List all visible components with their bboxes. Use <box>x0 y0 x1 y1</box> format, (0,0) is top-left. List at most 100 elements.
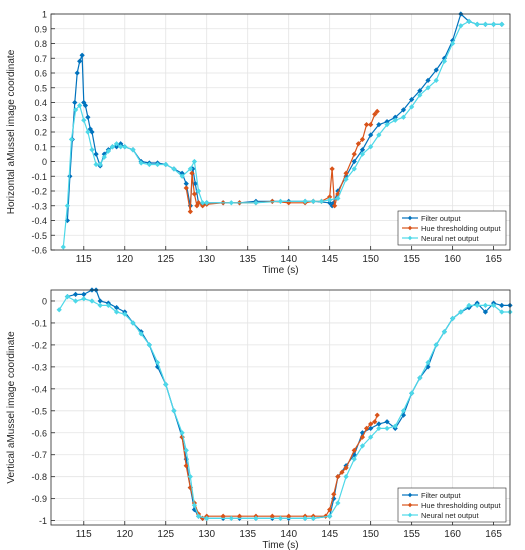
data-point <box>351 166 357 172</box>
data-point <box>417 92 423 98</box>
data-point <box>458 309 464 315</box>
data-point <box>425 359 431 366</box>
data-point <box>118 144 124 150</box>
data-point <box>355 141 361 147</box>
y-tick-label: 0.4 <box>34 98 47 108</box>
y-tick-label: -0.7 <box>31 450 47 460</box>
data-point <box>228 200 234 206</box>
data-point <box>450 315 456 322</box>
data-point <box>79 52 85 58</box>
data-point <box>82 102 89 109</box>
data-point <box>392 423 398 429</box>
data-point <box>343 170 349 176</box>
data-point <box>154 359 161 366</box>
series-neural-net-output <box>56 293 513 522</box>
data-point <box>359 434 366 440</box>
data-point <box>441 58 448 64</box>
chart-panel-1: 115 120 125 130 135 140 145 150 155 160 165 -0.6 -0.… <box>6 10 511 276</box>
data-point <box>310 515 316 522</box>
data-point <box>490 21 497 27</box>
legend-marker <box>407 502 413 508</box>
data-point <box>339 469 345 475</box>
data-point <box>433 67 439 73</box>
x-tick-label: 130 <box>198 529 215 540</box>
data-point <box>277 515 284 522</box>
legend-label: Filter output <box>421 214 462 223</box>
data-point <box>179 173 185 179</box>
data-point <box>417 375 423 381</box>
data-point <box>81 296 87 302</box>
data-point <box>433 342 439 348</box>
data-point <box>433 77 439 83</box>
data-point <box>499 309 505 315</box>
y-tick-label: -0.8 <box>31 472 47 482</box>
data-point <box>163 381 169 388</box>
data-point <box>400 107 407 113</box>
legend-marker <box>407 512 413 518</box>
data-point <box>450 40 456 47</box>
data-point <box>277 198 284 204</box>
data-point <box>89 298 95 304</box>
legend-label: Hue thresholding output <box>421 224 502 233</box>
data-point <box>187 166 193 172</box>
legend-marker <box>407 215 413 221</box>
y-axis-label: Vertical aMussel image coordinate <box>6 331 17 484</box>
data-point <box>331 491 337 497</box>
data-point <box>253 515 259 522</box>
data-point <box>74 70 80 76</box>
chart-panel-2: 115 120 125 130 135 140 145 150 155 160 165 0 -0.1 -0… <box>6 287 513 550</box>
data-point <box>77 102 83 109</box>
data-point <box>72 291 79 298</box>
data-point <box>335 195 341 201</box>
data-point <box>97 302 103 308</box>
data-point <box>409 104 415 110</box>
data-point <box>138 160 144 166</box>
data-point <box>359 136 366 142</box>
data-point <box>335 500 341 506</box>
data-point <box>228 515 234 522</box>
legend-entry: Hue thresholding output <box>402 501 502 510</box>
data-point <box>400 408 407 414</box>
data-point <box>466 18 472 24</box>
data-point <box>499 302 505 308</box>
x-axis-label: Time (s) <box>262 540 298 550</box>
data-point <box>72 99 78 106</box>
data-point <box>374 412 380 418</box>
data-point <box>400 114 407 120</box>
data-point <box>392 117 398 123</box>
y-tick-label: 0.5 <box>34 83 47 93</box>
data-point <box>499 21 505 27</box>
data-point <box>343 176 349 182</box>
data-point <box>189 170 195 176</box>
data-point <box>72 298 79 304</box>
data-point <box>368 425 374 431</box>
y-tick-label: 0.3 <box>34 113 47 123</box>
data-point <box>409 390 415 396</box>
data-point <box>138 331 144 337</box>
x-tick-label: 115 <box>76 529 92 540</box>
data-point <box>105 148 111 154</box>
x-tick-label: 130 <box>198 254 215 265</box>
data-point <box>192 181 198 187</box>
x-tick-label: 155 <box>403 529 420 540</box>
data-point <box>368 122 374 128</box>
x-tick-label: 140 <box>280 529 297 540</box>
data-point <box>191 502 198 508</box>
data-point <box>335 474 341 480</box>
data-point <box>327 197 333 203</box>
x-tick-label: 120 <box>116 529 133 540</box>
data-point <box>85 129 91 135</box>
data-point <box>195 188 202 194</box>
data-point <box>363 425 370 431</box>
data-point <box>458 23 464 29</box>
data-point <box>113 309 120 315</box>
data-point <box>318 198 325 204</box>
x-tick-label: 160 <box>444 529 461 540</box>
data-point <box>204 515 210 522</box>
y-tick-label: 0.2 <box>34 128 47 138</box>
data-point <box>376 425 382 431</box>
y-tick-label: 0.9 <box>34 24 47 34</box>
legend-entry: Filter output <box>402 491 462 500</box>
